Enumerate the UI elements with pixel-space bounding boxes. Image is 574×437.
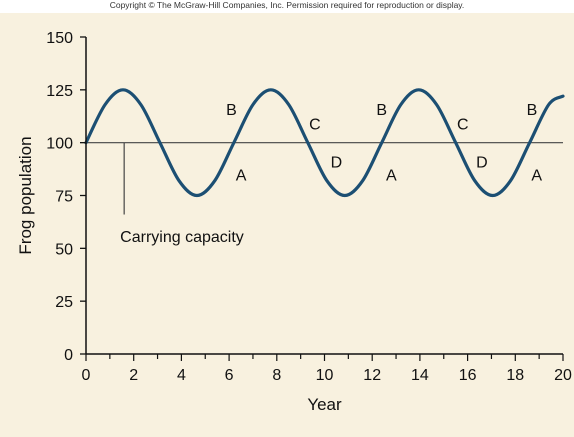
copyright-notice: Copyright © The McGraw-Hill Companies, I… — [109, 0, 465, 10]
y-tick-label: 50 — [55, 241, 73, 258]
y-tick-label: 100 — [46, 136, 73, 153]
reference-line-group: Carrying capacity — [86, 142, 563, 246]
point-labels: A B C D A B C D A B — [226, 102, 542, 185]
point-label-d: D — [476, 155, 488, 172]
x-tick-label: 6 — [225, 367, 234, 384]
point-label-b: B — [376, 102, 387, 119]
y-tick-label: 25 — [55, 294, 73, 311]
carrying-capacity-label: Carrying capacity — [120, 229, 244, 246]
point-label-b: B — [226, 102, 237, 119]
x-tick-label: 4 — [177, 367, 186, 384]
x-tick-label: 14 — [411, 367, 429, 384]
x-tick-label: 0 — [82, 367, 91, 384]
point-label-c: C — [309, 117, 321, 134]
y-tick-label: 150 — [46, 30, 73, 47]
axes: 0 25 50 75 100 125 150 0 2 4 6 8 10 12 14 16 18 20 — [46, 30, 572, 384]
x-tick-label: 2 — [129, 367, 138, 384]
x-tick-label: 10 — [316, 367, 334, 384]
point-label-a: A — [236, 167, 247, 184]
y-tick-label: 0 — [64, 347, 73, 364]
point-label-a: A — [531, 167, 542, 184]
x-tick-label: 12 — [363, 367, 381, 384]
x-tick-label: 8 — [272, 367, 281, 384]
x-tick-label: 16 — [459, 367, 477, 384]
point-label-c: C — [457, 117, 469, 134]
point-label-a: A — [386, 167, 397, 184]
x-tick-label: 18 — [506, 367, 524, 384]
point-label-b: B — [527, 102, 538, 119]
x-tick-label: 20 — [554, 367, 572, 384]
series-line — [84, 88, 565, 198]
y-tick-label: 75 — [55, 189, 73, 206]
x-axis-title: Year — [307, 395, 342, 414]
y-axis-title: Frog population — [16, 136, 35, 254]
plot-background — [0, 13, 574, 437]
y-tick-label: 125 — [46, 83, 73, 100]
point-label-d: D — [331, 155, 343, 172]
